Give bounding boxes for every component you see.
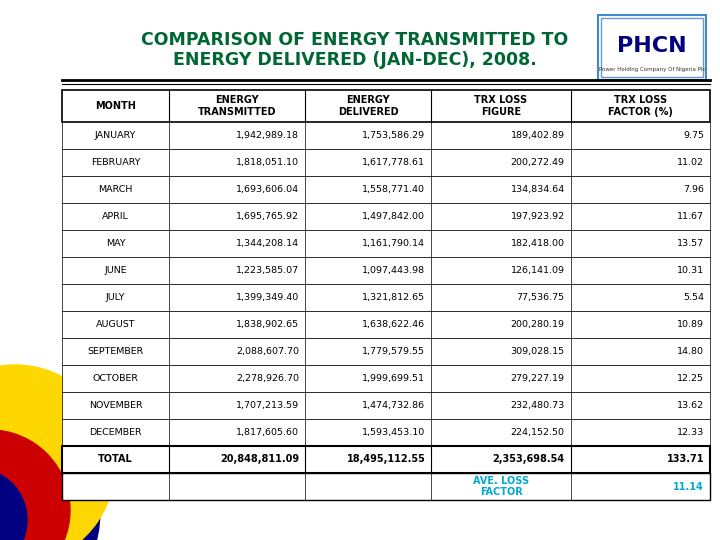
- Bar: [62, 176, 710, 203]
- Text: 1,161,790.14: 1,161,790.14: [362, 239, 426, 248]
- Text: 1,593,453.10: 1,593,453.10: [362, 428, 426, 437]
- Text: 1,942,989.18: 1,942,989.18: [236, 131, 299, 140]
- Text: TOTAL: TOTAL: [98, 455, 132, 464]
- Text: PHCN: PHCN: [617, 36, 687, 56]
- Text: 1,321,812.65: 1,321,812.65: [362, 293, 426, 302]
- Text: AVE. LOSS
FACTOR: AVE. LOSS FACTOR: [473, 476, 529, 497]
- Text: 12.25: 12.25: [677, 374, 704, 383]
- Text: MONTH: MONTH: [95, 101, 136, 111]
- Text: 1,818,051.10: 1,818,051.10: [236, 158, 299, 167]
- Text: MAY: MAY: [106, 239, 125, 248]
- Text: OCTOBER: OCTOBER: [92, 374, 138, 383]
- Bar: [62, 122, 710, 149]
- Text: 1,693,606.04: 1,693,606.04: [236, 185, 299, 194]
- Bar: [62, 446, 710, 473]
- Circle shape: [0, 468, 27, 540]
- Text: AUGUST: AUGUST: [96, 320, 135, 329]
- Text: 1,753,586.29: 1,753,586.29: [362, 131, 426, 140]
- Text: 18,495,112.55: 18,495,112.55: [346, 455, 426, 464]
- Text: MARCH: MARCH: [98, 185, 132, 194]
- FancyBboxPatch shape: [598, 15, 706, 80]
- Text: 1,474,732.86: 1,474,732.86: [362, 401, 426, 410]
- Bar: [62, 473, 710, 500]
- Text: 200,272.49: 200,272.49: [510, 158, 564, 167]
- Text: 1,817,605.60: 1,817,605.60: [236, 428, 299, 437]
- Bar: [62, 365, 710, 392]
- Bar: [62, 90, 710, 122]
- Text: ENERGY
DELIVERED: ENERGY DELIVERED: [338, 95, 398, 117]
- Text: SEPTEMBER: SEPTEMBER: [87, 347, 143, 356]
- Circle shape: [0, 365, 115, 540]
- Text: 232,480.73: 232,480.73: [510, 401, 564, 410]
- Text: FEBRUARY: FEBRUARY: [91, 158, 140, 167]
- Bar: [62, 257, 710, 284]
- Circle shape: [0, 380, 100, 540]
- Text: 197,923.92: 197,923.92: [510, 212, 564, 221]
- Text: TRX LOSS
FIGURE: TRX LOSS FIGURE: [474, 95, 528, 117]
- Text: 1,399,349.40: 1,399,349.40: [235, 293, 299, 302]
- Text: 2,353,698.54: 2,353,698.54: [492, 455, 564, 464]
- Text: 1,779,579.55: 1,779,579.55: [362, 347, 426, 356]
- Text: 20,848,811.09: 20,848,811.09: [220, 455, 299, 464]
- Circle shape: [0, 430, 70, 540]
- Text: 11.67: 11.67: [677, 212, 704, 221]
- Bar: [62, 392, 710, 419]
- Text: 1,497,842.00: 1,497,842.00: [362, 212, 426, 221]
- Text: 279,227.19: 279,227.19: [510, 374, 564, 383]
- Text: ENERGY
TRANSMITTED: ENERGY TRANSMITTED: [198, 95, 276, 117]
- Text: JANUARY: JANUARY: [95, 131, 136, 140]
- Text: DECEMBER: DECEMBER: [89, 428, 142, 437]
- Text: Power Holding Company Of Nigeria Plc: Power Holding Company Of Nigeria Plc: [599, 68, 705, 72]
- Text: 133.71: 133.71: [667, 455, 704, 464]
- Text: 1,695,765.92: 1,695,765.92: [236, 212, 299, 221]
- Bar: [62, 338, 710, 365]
- Text: TRX LOSS
FACTOR (%): TRX LOSS FACTOR (%): [608, 95, 672, 117]
- Text: 1,344,208.14: 1,344,208.14: [236, 239, 299, 248]
- Text: 1,638,622.46: 1,638,622.46: [362, 320, 426, 329]
- Text: 1,707,213.59: 1,707,213.59: [236, 401, 299, 410]
- Text: 309,028.15: 309,028.15: [510, 347, 564, 356]
- Text: 2,278,926.70: 2,278,926.70: [236, 374, 299, 383]
- Text: 10.89: 10.89: [677, 320, 704, 329]
- Text: ENERGY DELIVERED (JAN-DEC), 2008.: ENERGY DELIVERED (JAN-DEC), 2008.: [173, 51, 537, 69]
- Text: 11.02: 11.02: [677, 158, 704, 167]
- Bar: [62, 230, 710, 257]
- Bar: [62, 284, 710, 311]
- Text: 1,097,443.98: 1,097,443.98: [362, 266, 426, 275]
- Text: 1,558,771.40: 1,558,771.40: [362, 185, 426, 194]
- Text: APRIL: APRIL: [102, 212, 129, 221]
- Text: 5.54: 5.54: [683, 293, 704, 302]
- Text: 13.57: 13.57: [677, 239, 704, 248]
- Text: NOVEMBER: NOVEMBER: [89, 401, 143, 410]
- Text: 189,402.89: 189,402.89: [510, 131, 564, 140]
- Bar: [62, 149, 710, 176]
- Bar: [62, 203, 710, 230]
- Text: 1,999,699.51: 1,999,699.51: [362, 374, 426, 383]
- Text: 9.75: 9.75: [683, 131, 704, 140]
- Text: JULY: JULY: [106, 293, 125, 302]
- Text: JUNE: JUNE: [104, 266, 127, 275]
- Text: 224,152.50: 224,152.50: [510, 428, 564, 437]
- Text: COMPARISON OF ENERGY TRANSMITTED TO: COMPARISON OF ENERGY TRANSMITTED TO: [141, 31, 569, 49]
- Bar: [62, 419, 710, 446]
- Text: 13.62: 13.62: [677, 401, 704, 410]
- Text: 1,223,585.07: 1,223,585.07: [236, 266, 299, 275]
- Text: 77,536.75: 77,536.75: [516, 293, 564, 302]
- Text: 11.14: 11.14: [673, 482, 704, 491]
- FancyBboxPatch shape: [601, 18, 703, 77]
- Text: 14.80: 14.80: [677, 347, 704, 356]
- Text: 7.96: 7.96: [683, 185, 704, 194]
- Text: 12.33: 12.33: [677, 428, 704, 437]
- Text: 1,838,902.65: 1,838,902.65: [236, 320, 299, 329]
- Text: 126,141.09: 126,141.09: [510, 266, 564, 275]
- Text: 1,617,778.61: 1,617,778.61: [362, 158, 426, 167]
- Text: 10.31: 10.31: [677, 266, 704, 275]
- Text: 2,088,607.70: 2,088,607.70: [236, 347, 299, 356]
- Bar: [62, 311, 710, 338]
- Text: 182,418.00: 182,418.00: [510, 239, 564, 248]
- Text: 200,280.19: 200,280.19: [510, 320, 564, 329]
- Text: 134,834.64: 134,834.64: [510, 185, 564, 194]
